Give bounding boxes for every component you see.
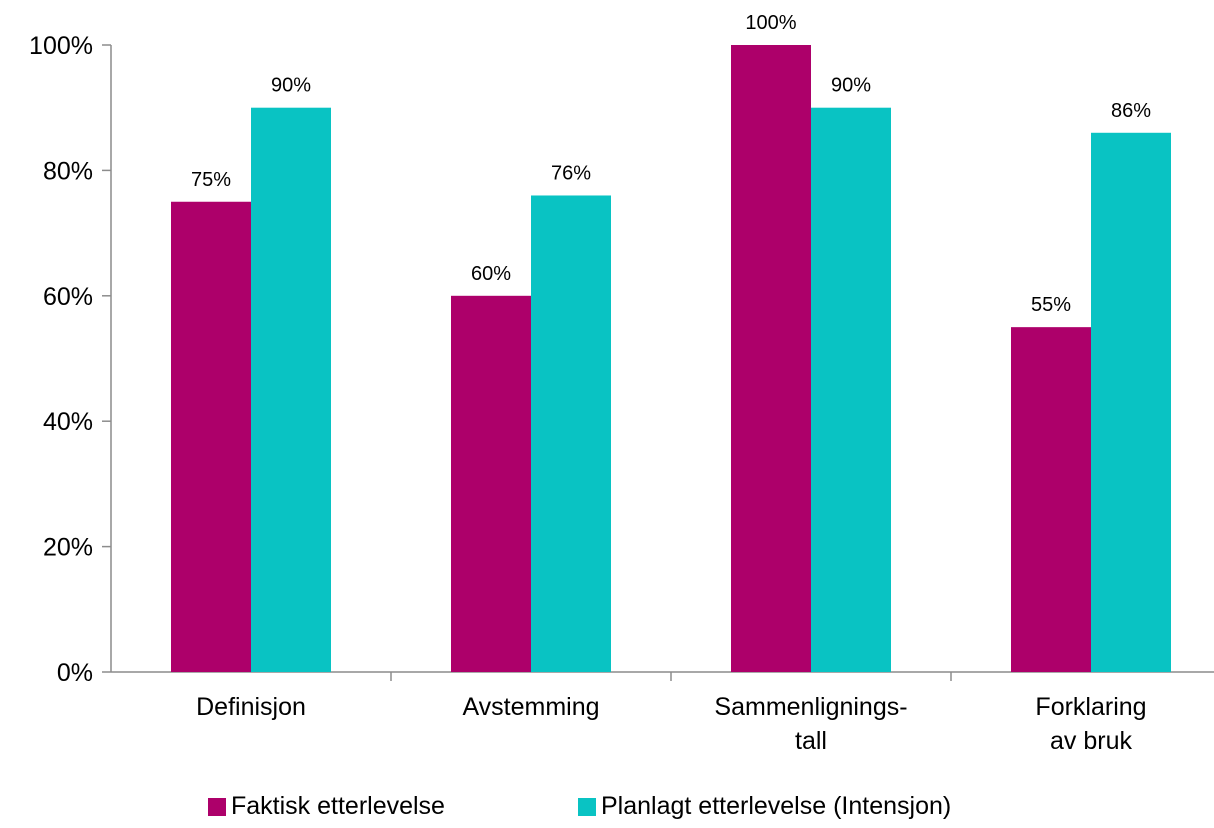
bar bbox=[1091, 132, 1171, 672]
bar-value-label: 90% bbox=[831, 75, 871, 97]
legend-label-faktisk: Faktisk etterlevelse bbox=[231, 792, 445, 820]
y-tick-label: 20% bbox=[43, 534, 93, 562]
bar-value-label: 75% bbox=[191, 169, 231, 191]
bar bbox=[531, 195, 611, 673]
y-tick-label: 100% bbox=[29, 32, 93, 60]
x-tick-label: Forklaring bbox=[1035, 693, 1146, 721]
bar-value-label: 86% bbox=[1111, 100, 1151, 122]
bar bbox=[731, 45, 811, 672]
bar bbox=[1011, 327, 1091, 672]
legend-item-planlagt: Planlagt etterlevelse (Intensjon) bbox=[578, 792, 951, 821]
legend-item-faktisk: Faktisk etterlevelse bbox=[208, 792, 445, 821]
bar-value-label: 55% bbox=[1031, 294, 1071, 316]
bar-value-label: 100% bbox=[745, 12, 796, 34]
bar-value-label: 60% bbox=[471, 263, 511, 285]
bar-value-label: 76% bbox=[551, 162, 591, 184]
y-tick-label: 80% bbox=[43, 157, 93, 185]
y-tick-label: 0% bbox=[57, 659, 93, 687]
bar-value-label: 90% bbox=[271, 75, 311, 97]
x-tick-label: Sammenlignings- bbox=[714, 693, 907, 721]
y-tick-label: 40% bbox=[43, 408, 93, 436]
bar bbox=[251, 107, 331, 672]
legend-swatch-faktisk bbox=[208, 797, 226, 816]
legend: Faktisk etterlevelse Planlagt etterlevel… bbox=[0, 792, 1214, 824]
y-tick-label: 60% bbox=[43, 283, 93, 311]
legend-swatch-planlagt bbox=[578, 797, 596, 816]
x-tick-label: Avstemming bbox=[462, 693, 599, 721]
bar bbox=[171, 201, 251, 672]
x-tick-label: Definisjon bbox=[196, 693, 306, 721]
x-tick-label: tall bbox=[795, 727, 827, 755]
legend-label-planlagt: Planlagt etterlevelse (Intensjon) bbox=[601, 792, 952, 820]
bar bbox=[451, 295, 531, 672]
x-tick-label: av bruk bbox=[1050, 727, 1132, 755]
bar bbox=[811, 107, 891, 672]
